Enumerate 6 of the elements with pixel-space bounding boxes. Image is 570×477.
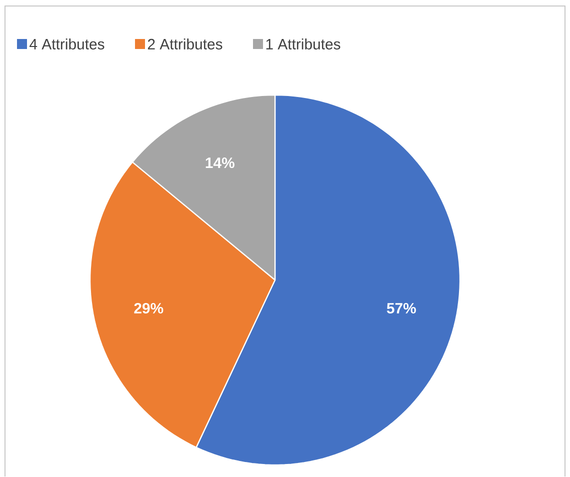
legend-label: 1 Attributes: [266, 38, 340, 50]
legend-label: 2 Attributes: [148, 38, 222, 50]
data-label: 57%: [386, 302, 416, 314]
data-label: 29%: [134, 302, 164, 314]
data-label: 14%: [206, 158, 234, 168]
legend-label: 4 Attributes: [30, 38, 104, 50]
